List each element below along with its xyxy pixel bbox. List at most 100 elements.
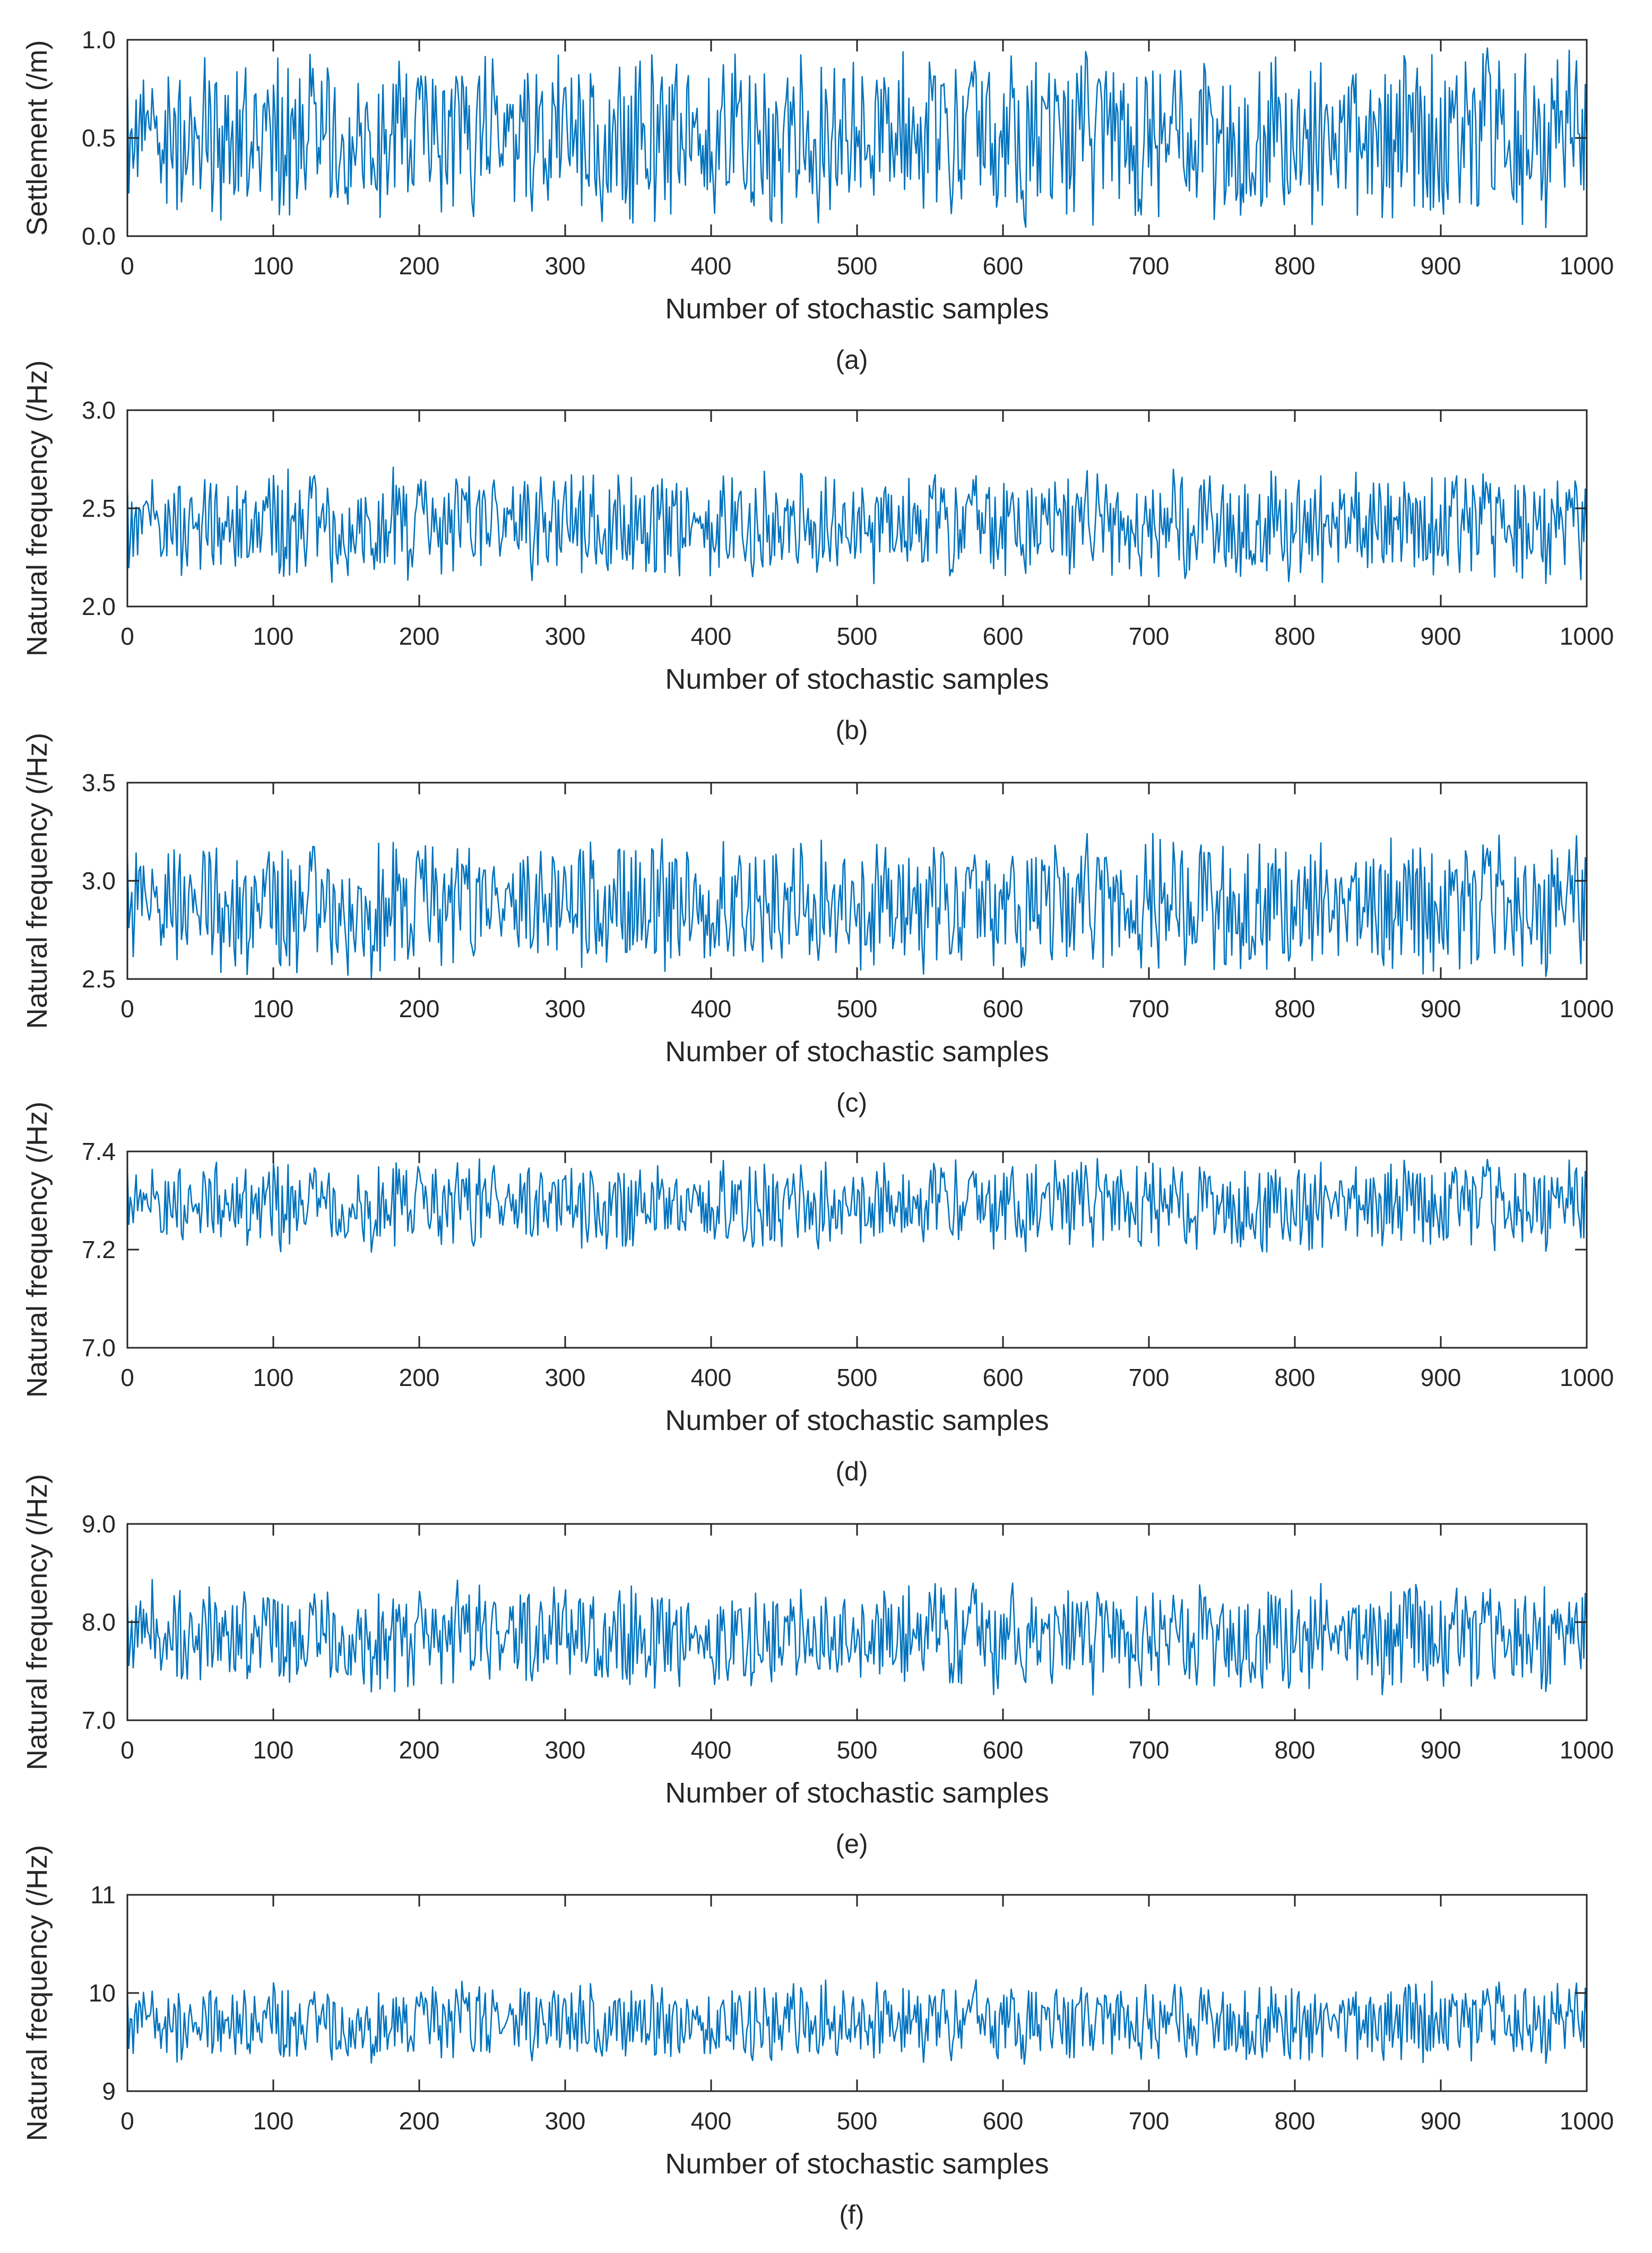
- panel-caption: (c): [836, 1088, 867, 1117]
- x-tick-label: 700: [1129, 1364, 1170, 1391]
- x-tick-label: 300: [545, 252, 586, 280]
- y-tick-label: 7.0: [82, 1706, 116, 1734]
- x-tick-label: 200: [399, 2107, 440, 2135]
- plot-frame: [126, 409, 1588, 608]
- x-tick-label: 1000: [1560, 995, 1614, 1022]
- x-tick-label: 100: [253, 252, 294, 280]
- x-tick-label: 600: [983, 1736, 1024, 1764]
- y-tick-label: 2.0: [82, 593, 116, 620]
- x-tick-label: 500: [837, 995, 878, 1022]
- y-tick-label: 9.0: [82, 1510, 116, 1538]
- x-tick-label: 0: [120, 2107, 134, 2135]
- series-line: [126, 466, 1588, 584]
- x-tick-label: 900: [1421, 1364, 1461, 1391]
- y-tick-label: 2.5: [82, 495, 116, 522]
- x-tick-label: 900: [1421, 995, 1461, 1022]
- x-tick-label: 800: [1275, 995, 1316, 1022]
- x-tick-label: 100: [253, 995, 294, 1022]
- y-tick-label: 3.0: [82, 396, 116, 424]
- y-axis-label: Settlement (/m): [21, 40, 53, 236]
- x-tick-label: 0: [120, 622, 134, 650]
- y-tick-label: 7.0: [82, 1334, 116, 1362]
- x-tick-label: 100: [253, 1736, 294, 1764]
- y-tick-label: 1.0: [82, 26, 116, 54]
- panel-caption: (f): [839, 2200, 864, 2230]
- x-tick-label: 1000: [1560, 2107, 1614, 2135]
- x-tick-label: 200: [399, 1364, 440, 1391]
- y-axis-label: Natural frequency (/Hz): [21, 1845, 53, 2141]
- x-tick-label: 600: [983, 1364, 1024, 1391]
- x-tick-label: 100: [253, 622, 294, 650]
- y-tick-label: 10: [89, 1979, 116, 2007]
- x-tick-label: 400: [691, 2107, 732, 2135]
- x-tick-label: 400: [691, 995, 732, 1022]
- y-tick-label: 0.5: [82, 124, 116, 152]
- x-tick-label: 800: [1275, 1736, 1316, 1764]
- panel-caption: (e): [835, 1829, 868, 1859]
- x-tick-label: 1000: [1560, 622, 1614, 650]
- panel-b: 0 100 200 300 400 500 600 700 800 900 1000 2.0 2.5 3.…: [21, 360, 1614, 745]
- x-tick-label: 0: [120, 1364, 134, 1391]
- x-tick-label: 600: [983, 252, 1024, 280]
- x-tick-label: 300: [545, 622, 586, 650]
- x-tick-label: 600: [983, 995, 1024, 1022]
- x-tick-label: 700: [1129, 1736, 1170, 1764]
- x-tick-label: 500: [837, 1736, 878, 1764]
- x-tick-label: 300: [545, 995, 586, 1022]
- x-tick-label: 100: [253, 2107, 294, 2135]
- x-tick-label: 400: [691, 1364, 732, 1391]
- x-tick-label: 800: [1275, 2107, 1316, 2135]
- y-tick-label: 3.0: [82, 867, 116, 895]
- x-tick-label: 900: [1421, 2107, 1461, 2135]
- x-tick-label: 200: [399, 995, 440, 1022]
- y-axis-label: Natural frequency (/Hz): [21, 360, 53, 656]
- x-axis-label: Number of stochastic samples: [665, 293, 1049, 325]
- x-tick-label: 0: [120, 252, 134, 280]
- x-tick-label: 300: [545, 1736, 586, 1764]
- series-line: [126, 833, 1588, 979]
- x-tick-label: 500: [837, 622, 878, 650]
- panel-a: 0 100 200 300 400 500 600 700 800 900 1000 0.0 0.5 1.…: [21, 26, 1614, 375]
- panel-caption: (b): [835, 715, 868, 745]
- y-tick-label: 7.2: [82, 1236, 116, 1263]
- x-tick-label: 700: [1129, 2107, 1170, 2135]
- y-axis-label: Natural frequency (/Hz): [21, 1102, 53, 1398]
- x-axis-label: Number of stochastic samples: [665, 1036, 1049, 1068]
- y-tick-label: 2.5: [82, 965, 116, 993]
- x-tick-label: 1000: [1560, 1736, 1614, 1764]
- x-tick-label: 100: [253, 1364, 294, 1391]
- series-line: [126, 1579, 1588, 1696]
- series-line: [126, 47, 1588, 228]
- x-tick-label: 900: [1421, 252, 1461, 280]
- plot-frame: [126, 1523, 1588, 1721]
- y-tick-label: 3.5: [82, 769, 116, 796]
- x-axis-label: Number of stochastic samples: [665, 1405, 1049, 1436]
- x-tick-label: 400: [691, 622, 732, 650]
- x-tick-label: 500: [837, 1364, 878, 1391]
- y-axis-label: Natural frequency (/Hz): [21, 1474, 53, 1770]
- x-tick-label: 800: [1275, 252, 1316, 280]
- x-tick-label: 800: [1275, 622, 1316, 650]
- x-tick-label: 0: [120, 995, 134, 1022]
- y-tick-label: 7.4: [82, 1138, 116, 1165]
- x-tick-label: 600: [983, 622, 1024, 650]
- y-tick-label: 8.0: [82, 1608, 116, 1636]
- x-axis-label: Number of stochastic samples: [665, 1777, 1049, 1809]
- x-tick-label: 400: [691, 252, 732, 280]
- x-tick-label: 300: [545, 1364, 586, 1391]
- x-tick-label: 200: [399, 622, 440, 650]
- series-line: [126, 1158, 1588, 1253]
- y-tick-label: 11: [90, 1881, 116, 1909]
- x-tick-label: 500: [837, 2107, 878, 2135]
- x-tick-label: 600: [983, 2107, 1024, 2135]
- panel-caption: (a): [835, 345, 868, 375]
- x-tick-label: 200: [399, 1736, 440, 1764]
- x-tick-label: 200: [399, 252, 440, 280]
- panel-f: 0 100 200 300 400 500 600 700 800 900 1000 9 10 11 Num…: [21, 1845, 1614, 2230]
- x-tick-label: 700: [1129, 252, 1170, 280]
- x-tick-label: 800: [1275, 1364, 1316, 1391]
- plot-frame: [126, 1150, 1588, 1349]
- x-tick-label: 900: [1421, 622, 1461, 650]
- y-tick-label: 0.0: [82, 222, 116, 250]
- x-tick-label: 0: [120, 1736, 134, 1764]
